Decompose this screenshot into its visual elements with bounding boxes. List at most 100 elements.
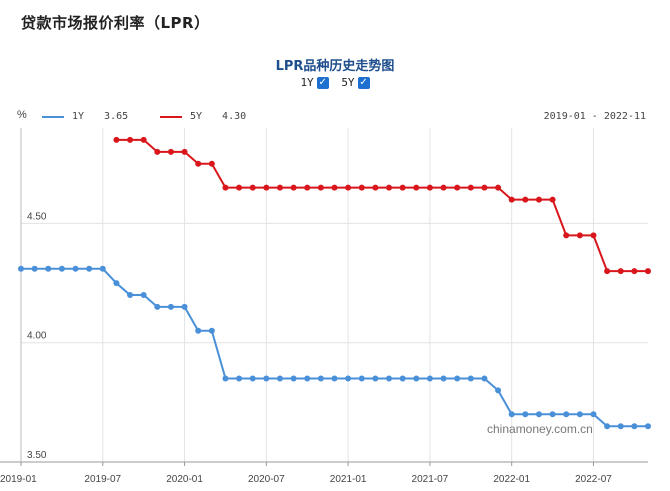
data-point-1y [154,303,161,310]
data-point-1y [18,265,24,272]
data-point-5y [454,184,461,191]
data-point-5y [113,136,120,143]
chart-axes: 3.50 4.00 4.50 2019-01 2019-07 2020-01 2020-07… [0,128,648,485]
x-tick-label: 2022-01 [493,474,530,485]
data-point-5y [222,184,229,191]
data-point-1y [290,375,297,382]
data-point-5y [576,232,583,239]
data-point-1y [563,411,570,418]
data-point-5y [331,184,338,191]
data-point-5y [290,184,297,191]
x-tick-label: 2020-01 [166,474,203,485]
data-point-1y [331,375,338,382]
watermark: chinamoney.com.cn [487,422,593,436]
legend-value-1y: 3.65 [104,111,129,122]
toggle-1y-label: 1Y [300,76,314,89]
data-point-5y [304,184,311,191]
x-tick-label: 2022-07 [575,474,612,485]
data-point-1y [195,327,202,334]
data-point-1y [549,411,556,418]
data-point-5y [522,196,529,203]
data-point-1y [276,375,283,382]
series-toggles: 1Y ✓ 5Y ✓ [0,76,670,89]
data-point-1y [372,375,379,382]
toggle-1y[interactable]: 1Y ✓ [300,76,329,89]
y-tick-label: 4.50 [27,211,47,222]
data-point-1y [454,375,461,382]
data-point-1y [535,411,542,418]
toggle-5y[interactable]: 5Y ✓ [341,76,370,89]
data-point-5y [481,184,488,191]
legend-swatch-5y [160,115,182,118]
data-point-1y [617,423,624,430]
series-line-1y [21,267,648,428]
data-point-5y [617,268,624,275]
data-point-1y [467,375,474,382]
legend-value-5y: 4.30 [222,111,247,122]
y-axis-unit: % [17,109,27,121]
toggle-5y-label: 5Y [341,76,355,89]
data-point-5y [236,184,243,191]
data-point-5y [263,184,270,191]
data-point-5y [358,184,365,191]
data-point-1y [522,411,529,418]
data-point-1y [236,375,243,382]
data-point-1y [58,265,65,272]
data-point-5y [345,184,352,191]
data-point-5y [386,184,393,191]
data-point-5y [372,184,379,191]
data-point-5y [249,184,256,191]
x-tick-label: 2021-07 [412,474,449,485]
data-point-5y [167,148,174,155]
data-point-1y [590,411,597,418]
data-point-5y [426,184,433,191]
data-point-5y [631,268,638,275]
data-point-5y [413,184,420,191]
data-point-5y [495,184,502,191]
checkbox-1y-icon[interactable]: ✓ [316,76,329,89]
data-point-1y [113,280,120,287]
legend-label-1y: 1Y [72,111,85,122]
chart-legend: % 1Y 3.65 5Y 4.30 2019-01 - 2022-11 [0,109,670,125]
x-tick-label: 2020-07 [248,474,285,485]
data-point-1y [249,375,256,382]
data-point-1y [263,375,270,382]
checkbox-5y-icon[interactable]: ✓ [357,76,370,89]
data-point-1y [604,423,611,430]
data-point-1y [99,265,106,272]
data-point-1y [45,265,52,272]
data-point-5y [154,148,161,155]
legend-item-5y[interactable]: 5Y 4.30 [160,111,246,122]
data-point-1y [31,265,38,272]
data-point-1y [345,375,352,382]
data-point-1y [127,292,134,298]
data-point-1y [222,375,229,382]
data-point-5y [127,136,134,143]
data-point-5y [467,184,474,191]
page-title: 贷款市场报价利率（LPR） [21,14,210,32]
chart-title: LPR品种历史走势图 [275,59,395,74]
data-point-5y [208,160,215,167]
data-point-1y [440,375,447,382]
data-point-1y [140,292,147,298]
x-tick-label: 2019-01 [0,474,37,485]
data-point-5y [317,184,324,191]
data-point-1y [495,387,502,394]
data-point-5y [399,184,406,191]
legend-item-1y[interactable]: 1Y 3.65 [42,111,128,122]
series-line-5y [116,138,648,273]
data-point-5y [535,196,542,203]
data-point-1y [481,375,488,382]
data-point-5y [563,232,570,239]
data-point-1y [72,265,79,272]
data-point-1y [86,265,93,272]
data-point-5y [140,136,147,143]
x-tick-label: 2021-01 [330,474,367,485]
data-point-1y [576,411,583,418]
y-tick-label: 3.50 [27,450,47,461]
data-point-1y [167,303,174,310]
data-point-5y [645,268,651,275]
data-point-5y [590,232,597,239]
data-point-1y [426,375,433,382]
